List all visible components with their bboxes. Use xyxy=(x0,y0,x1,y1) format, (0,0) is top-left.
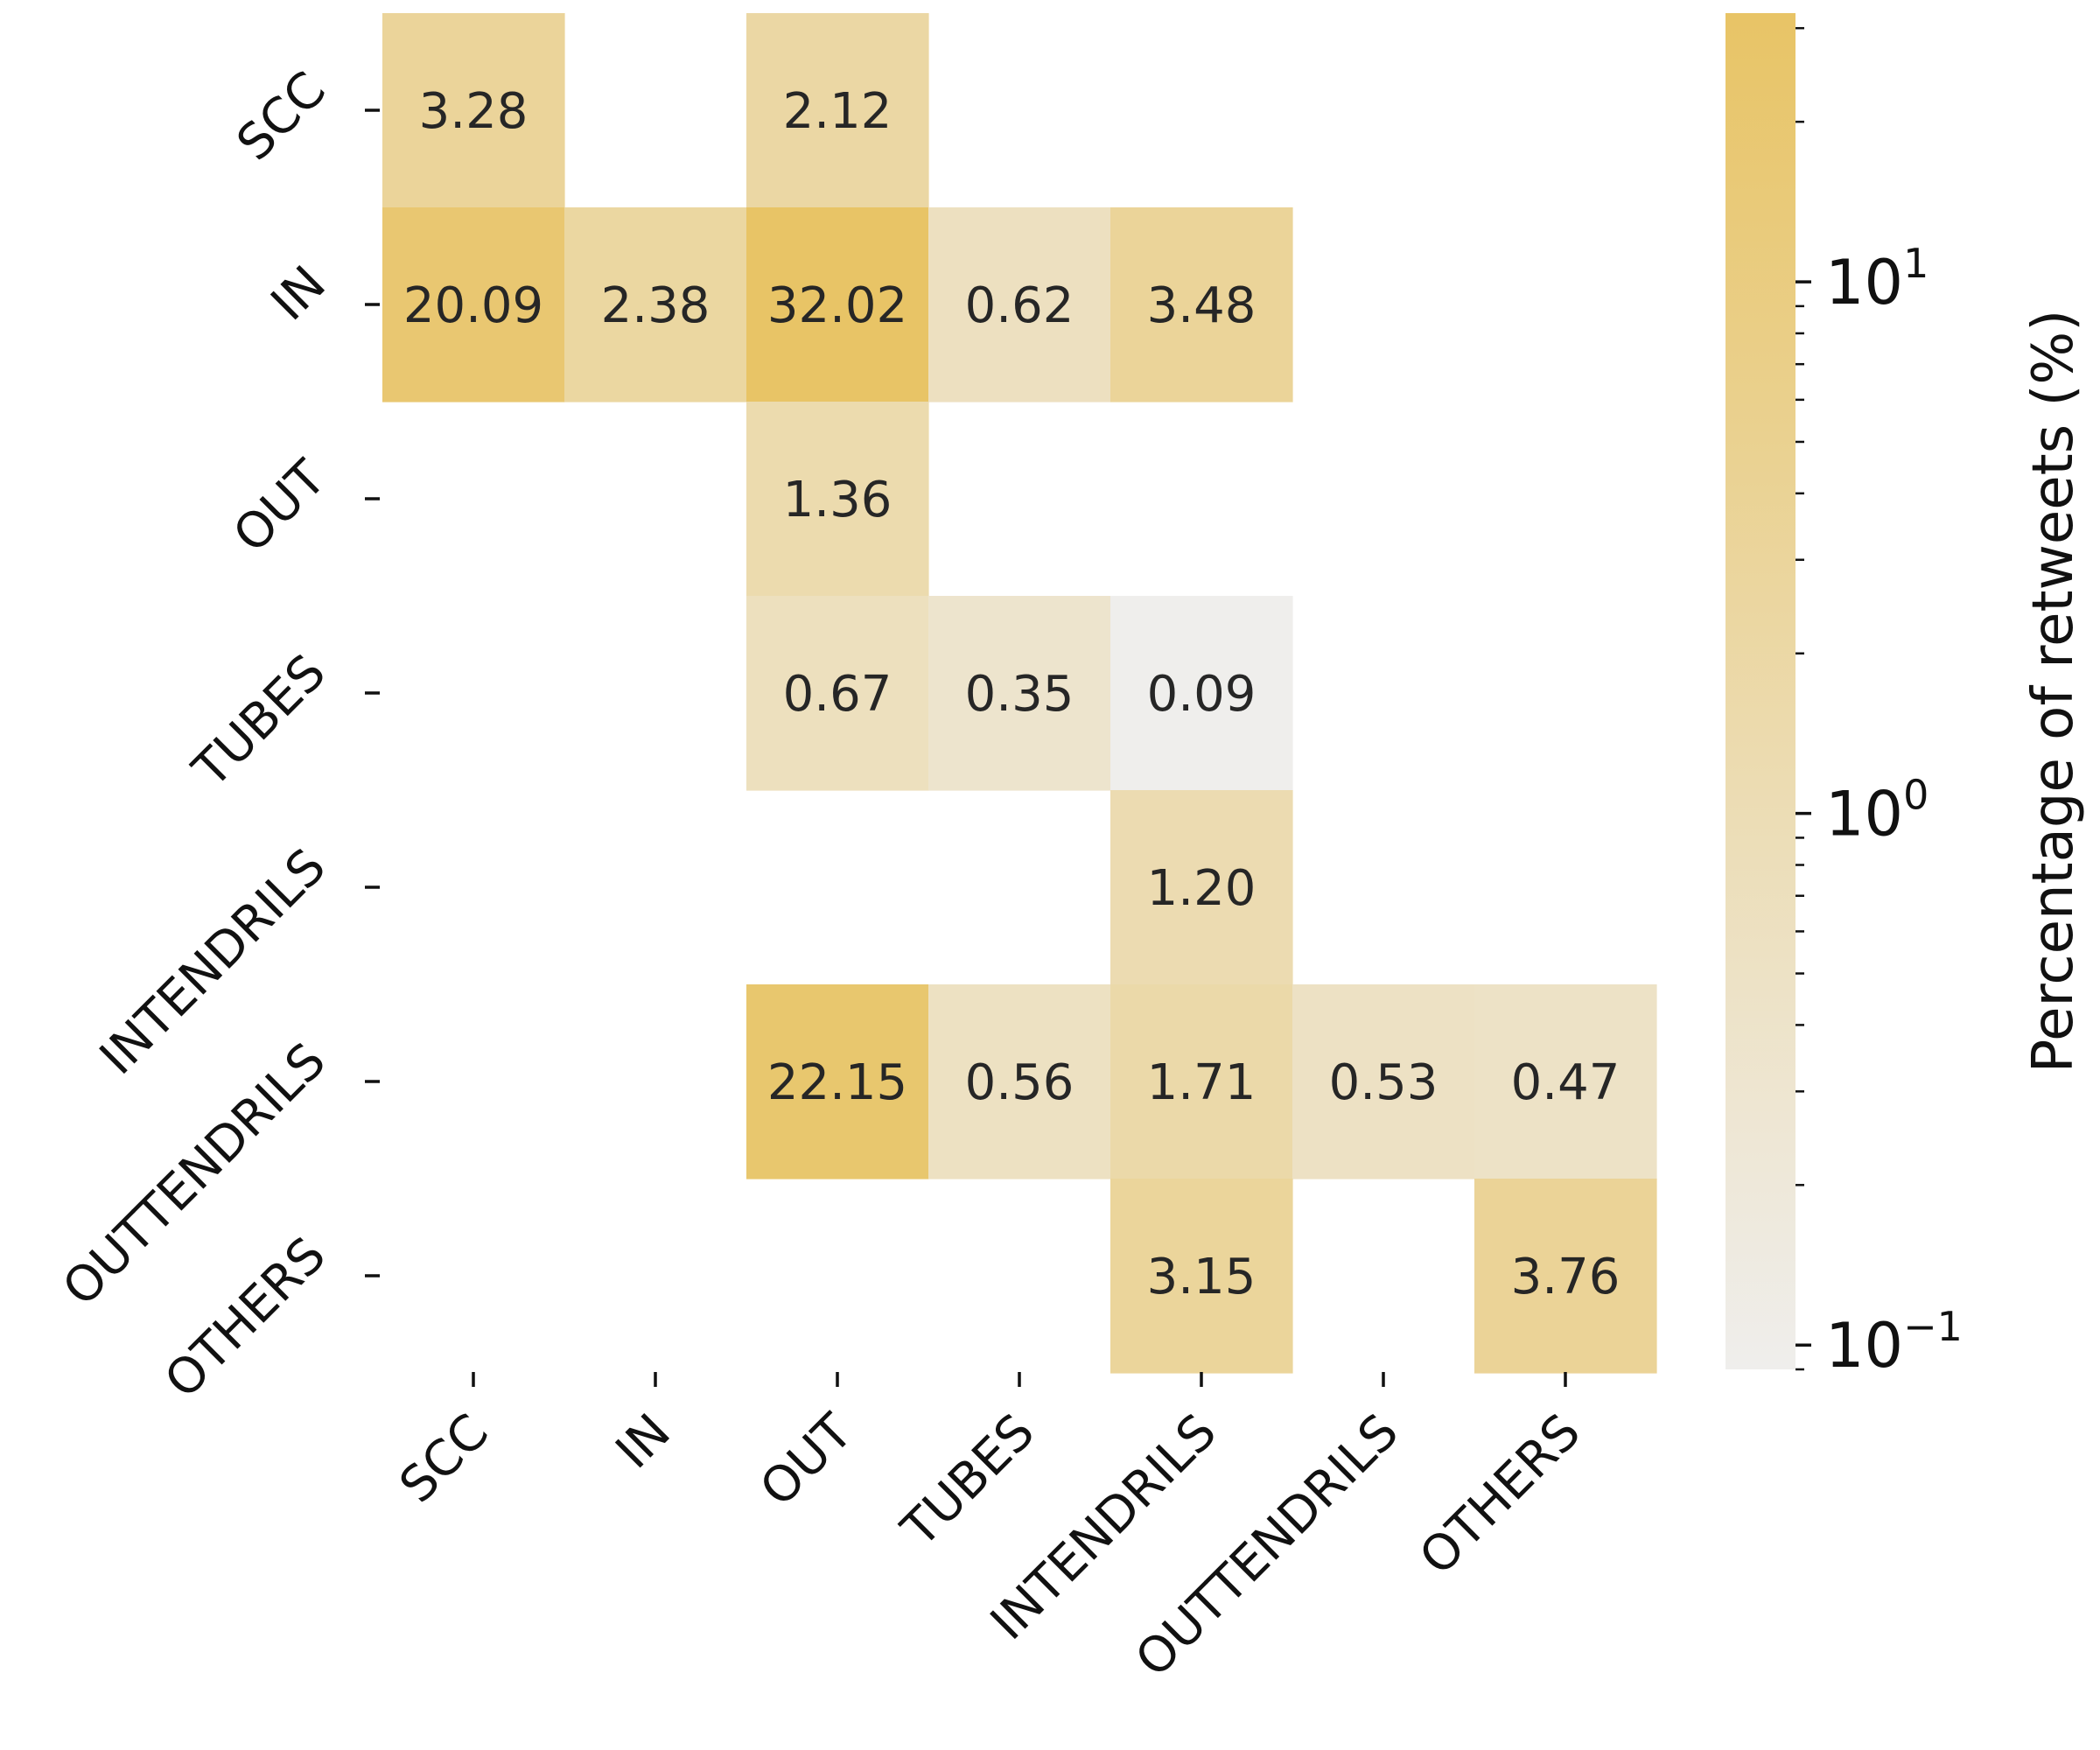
cell-value-label: 2.12 xyxy=(783,83,892,140)
y-tick-label: TUBES xyxy=(182,644,337,799)
cell-value-label: 2.38 xyxy=(601,277,710,334)
heatmap-cell xyxy=(1110,1179,1293,1374)
colorbar: 10−1 100 101 Percentage of retweets (%) xyxy=(1726,13,2086,1382)
heatmap-cell xyxy=(746,13,929,208)
heatmap-cell xyxy=(746,207,929,402)
x-tick-label: IN xyxy=(606,1404,682,1480)
colorbar-title: Percentage of retweets (%) xyxy=(2021,310,2086,1073)
cell-value-label: 20.09 xyxy=(403,277,543,334)
cell-value-label: 0.67 xyxy=(783,666,892,723)
cell-value-label: 3.15 xyxy=(1147,1249,1256,1306)
heatmap-cell xyxy=(382,13,565,208)
cell-value-label: 3.28 xyxy=(419,83,528,140)
cell-value-label: 3.76 xyxy=(1511,1249,1620,1306)
heatmap-cell xyxy=(928,207,1111,402)
y-tick-label: OUT xyxy=(223,449,338,564)
cell-value-label: 1.36 xyxy=(783,472,892,528)
heatmap-cell xyxy=(1110,790,1293,985)
y-tick-label: OTHERS xyxy=(154,1227,337,1410)
colorbar-tick-label: 10−1 xyxy=(1825,1303,1963,1382)
cell-value-label: 0.35 xyxy=(965,666,1074,723)
heatmap-cell xyxy=(1474,1179,1657,1374)
cell-value-label: 0.53 xyxy=(1329,1054,1438,1111)
cell-value-label: 3.48 xyxy=(1147,277,1256,334)
colorbar-tick-label: 101 xyxy=(1825,240,1928,318)
heatmap-cell xyxy=(1474,984,1657,1180)
heatmap-cell xyxy=(928,984,1111,1180)
heatmap-cell xyxy=(1110,207,1293,402)
cell-value-label: 32.02 xyxy=(767,277,907,334)
heatmap-cell xyxy=(1110,984,1293,1180)
cell-value-label: 0.62 xyxy=(965,277,1074,334)
x-tick-label: OUT xyxy=(750,1403,864,1517)
x-tick-label: TUBES xyxy=(891,1404,1046,1558)
heatmap-cell xyxy=(1292,984,1475,1180)
colorbar-tick-label: 100 xyxy=(1825,772,1928,850)
cell-value-label: 1.20 xyxy=(1147,860,1256,917)
heatmap-cell xyxy=(746,596,929,791)
y-tick-label: SCC xyxy=(227,61,337,172)
y-tick-label: IN xyxy=(261,256,337,332)
heatmap-cell xyxy=(564,207,747,402)
heatmap-cell xyxy=(928,596,1111,791)
heatmap-cells: 3.28 2.12 20.09 2.38 32.02 0.62 3.48 1.36 0.67 0.… xyxy=(382,13,1657,1374)
x-tick-label: SCC xyxy=(389,1404,500,1514)
cell-value-label: 1.71 xyxy=(1147,1054,1256,1111)
colorbar-gradient xyxy=(1726,13,1796,1369)
heatmap-cell xyxy=(382,207,565,402)
heatmap-cell xyxy=(1110,596,1293,791)
cell-value-label: 0.09 xyxy=(1147,666,1256,723)
cell-value-label: 0.47 xyxy=(1511,1054,1620,1111)
heatmap-cell xyxy=(746,984,929,1180)
heatmap-cell xyxy=(746,402,929,597)
cell-value-label: 0.56 xyxy=(965,1054,1074,1111)
cell-value-label: 22.15 xyxy=(767,1054,907,1111)
x-tick-label: OTHERS xyxy=(1409,1404,1592,1586)
